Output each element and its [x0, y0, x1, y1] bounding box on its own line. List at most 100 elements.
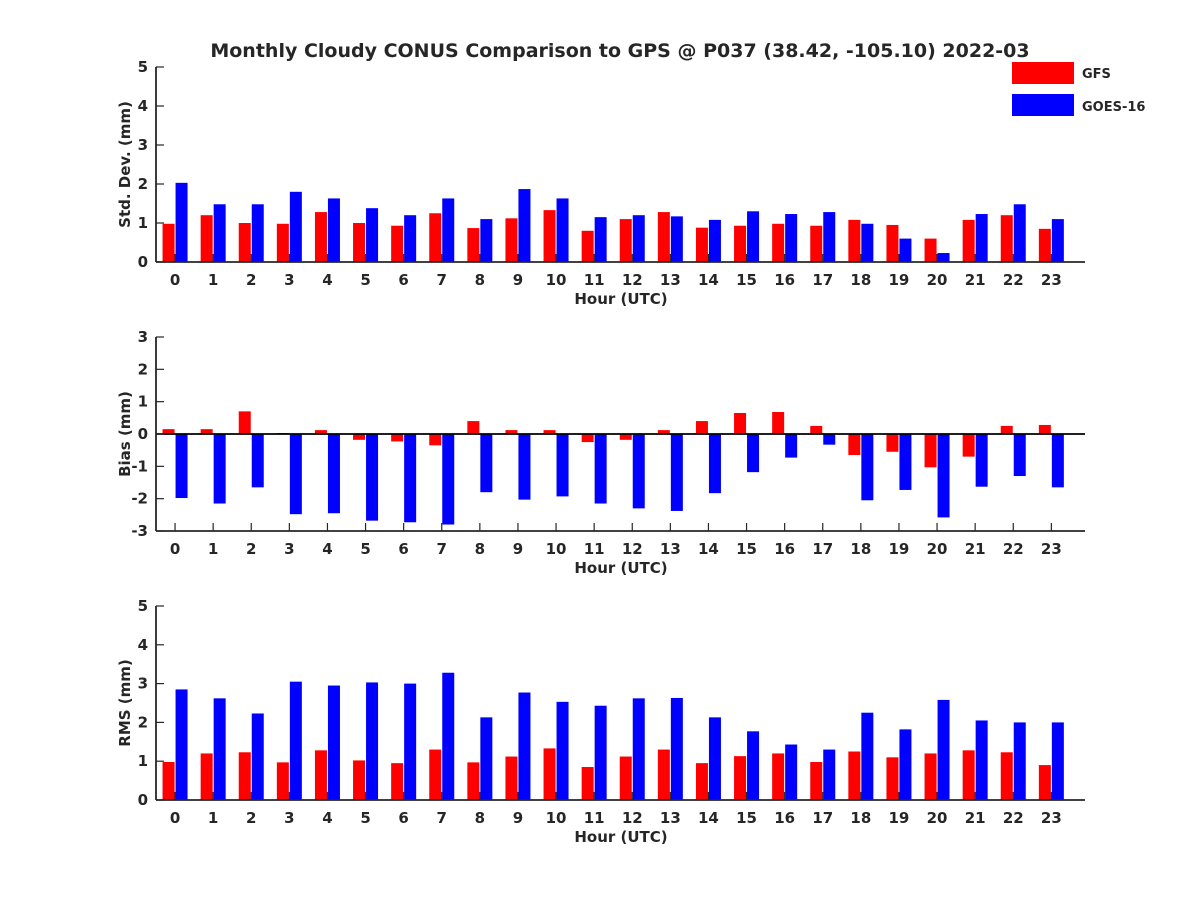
std-dev-bar-goes16-23 — [1051, 219, 1064, 262]
std-dev-xtick-label: 15 — [736, 271, 757, 289]
rms-xtick-label: 10 — [546, 809, 567, 827]
rms-bar-gfs-7 — [429, 749, 442, 800]
rms-bar-gfs-1 — [200, 753, 213, 800]
std-dev-xtick-label: 6 — [398, 271, 408, 289]
bias-xtick-label: 22 — [1003, 540, 1024, 558]
bias-xtick-label: 7 — [437, 540, 447, 558]
bias-bar-gfs-18 — [848, 434, 861, 456]
bias-xtick-label: 17 — [812, 540, 833, 558]
std-dev-bar-gfs-14 — [695, 227, 708, 262]
bias-bar-goes16-1 — [213, 434, 226, 504]
std-dev-bar-gfs-13 — [657, 212, 670, 262]
bias-bar-goes16-19 — [899, 434, 912, 490]
std-dev-bar-gfs-11 — [581, 230, 594, 262]
bias-bar-goes16-2 — [251, 434, 264, 488]
rms-ytick-label: 5 — [138, 597, 148, 615]
std-dev-xtick-label: 20 — [927, 271, 948, 289]
rms-xtick-label: 1 — [208, 809, 218, 827]
rms-bar-gfs-2 — [238, 752, 251, 800]
rms-bar-goes16-17 — [823, 749, 836, 800]
bias-bar-gfs-22 — [1000, 425, 1013, 434]
std-dev-bar-goes16-18 — [861, 223, 874, 262]
bias-ytick-label: -1 — [131, 457, 148, 475]
rms-xtick-label: 7 — [437, 809, 447, 827]
std-dev-xtick-label: 19 — [889, 271, 910, 289]
std-dev-xtick-label: 12 — [622, 271, 643, 289]
rms-xtick-label: 9 — [513, 809, 523, 827]
bias-bar-gfs-16 — [772, 412, 785, 434]
bias-ylabel: Bias (mm) — [116, 391, 134, 477]
bias-bar-gfs-2 — [238, 411, 251, 434]
rms-ytick-label: 4 — [138, 636, 148, 654]
bias-xtick-label: 13 — [660, 540, 681, 558]
bias-bar-gfs-23 — [1038, 424, 1051, 434]
rms-xtick-label: 23 — [1041, 809, 1062, 827]
std-dev-xtick-label: 21 — [965, 271, 986, 289]
rms-bar-gfs-12 — [619, 756, 632, 800]
std-dev-bar-gfs-16 — [772, 223, 785, 262]
legend: GFS GOES-16 — [1012, 62, 1145, 116]
rms-xtick-label: 2 — [246, 809, 256, 827]
std-dev-bar-goes16-19 — [899, 238, 912, 262]
std-dev-bar-goes16-16 — [785, 214, 798, 262]
rms-ytick-label: 0 — [138, 791, 148, 809]
rms-bar-goes16-23 — [1051, 722, 1064, 800]
bias-bar-gfs-11 — [581, 434, 594, 443]
std-dev-xtick-label: 13 — [660, 271, 681, 289]
rms-bar-goes16-3 — [289, 681, 302, 800]
std-dev-xtick-label: 10 — [546, 271, 567, 289]
std-dev-xtick-label: 8 — [475, 271, 485, 289]
bias-bar-goes16-11 — [594, 434, 607, 504]
bias-bar-goes16-14 — [708, 434, 721, 494]
rms-xtick-label: 20 — [927, 809, 948, 827]
bias-bar-goes16-4 — [327, 434, 340, 514]
bias-xtick-label: 21 — [965, 540, 986, 558]
bias-xtick-label: 8 — [475, 540, 485, 558]
bias-bar-gfs-15 — [734, 412, 747, 434]
bias-bar-goes16-22 — [1013, 434, 1026, 477]
rms-xtick-label: 14 — [698, 809, 719, 827]
bias-xtick-label: 9 — [513, 540, 523, 558]
std-dev-bar-gfs-21 — [962, 219, 975, 262]
rms-bar-goes16-8 — [480, 717, 493, 800]
rms-xtick-label: 22 — [1003, 809, 1024, 827]
bias-xtick-label: 4 — [322, 540, 332, 558]
bias-bar-goes16-0 — [175, 434, 188, 499]
rms-bar-gfs-14 — [695, 763, 708, 800]
rms-bar-gfs-9 — [505, 756, 518, 800]
bias-bar-gfs-13 — [657, 430, 670, 434]
bias-xlabel: Hour (UTC) — [574, 559, 667, 577]
std-dev-bar-goes16-13 — [670, 216, 683, 262]
rms-xtick-label: 11 — [584, 809, 605, 827]
std-dev-xtick-label: 14 — [698, 271, 719, 289]
std-dev-bar-goes16-0 — [175, 182, 188, 262]
rms-xtick-label: 18 — [850, 809, 871, 827]
bias-xtick-label: 18 — [850, 540, 871, 558]
std-dev-bar-gfs-9 — [505, 218, 518, 262]
bias-ytick-label: -3 — [131, 522, 148, 540]
bias-bar-goes16-8 — [480, 434, 493, 493]
std-dev-bar-goes16-14 — [708, 219, 721, 262]
bias-xtick-label: 10 — [546, 540, 567, 558]
bias-bar-goes16-5 — [366, 434, 379, 521]
bias-xtick-label: 16 — [774, 540, 795, 558]
rms-bar-gfs-17 — [810, 761, 823, 800]
rms-bar-goes16-16 — [785, 744, 798, 800]
rms-xtick-label: 21 — [965, 809, 986, 827]
bias-bar-gfs-5 — [353, 434, 366, 440]
bias-bar-goes16-6 — [404, 434, 417, 523]
rms-bar-gfs-5 — [353, 760, 366, 800]
std-dev-bar-gfs-15 — [734, 225, 747, 262]
std-dev-xtick-label: 3 — [284, 271, 294, 289]
std-dev-bar-gfs-22 — [1000, 215, 1013, 262]
bias-xtick-label: 2 — [246, 540, 256, 558]
bias-ytick-label: 3 — [138, 328, 148, 346]
bias-xtick-label: 20 — [927, 540, 948, 558]
rms-xtick-label: 4 — [322, 809, 332, 827]
legend-label-goes16: GOES-16 — [1082, 100, 1145, 115]
rms-xtick-label: 15 — [736, 809, 757, 827]
rms-bar-goes16-4 — [327, 685, 340, 800]
rms-bar-goes16-11 — [594, 705, 607, 800]
rms-bar-goes16-19 — [899, 729, 912, 800]
